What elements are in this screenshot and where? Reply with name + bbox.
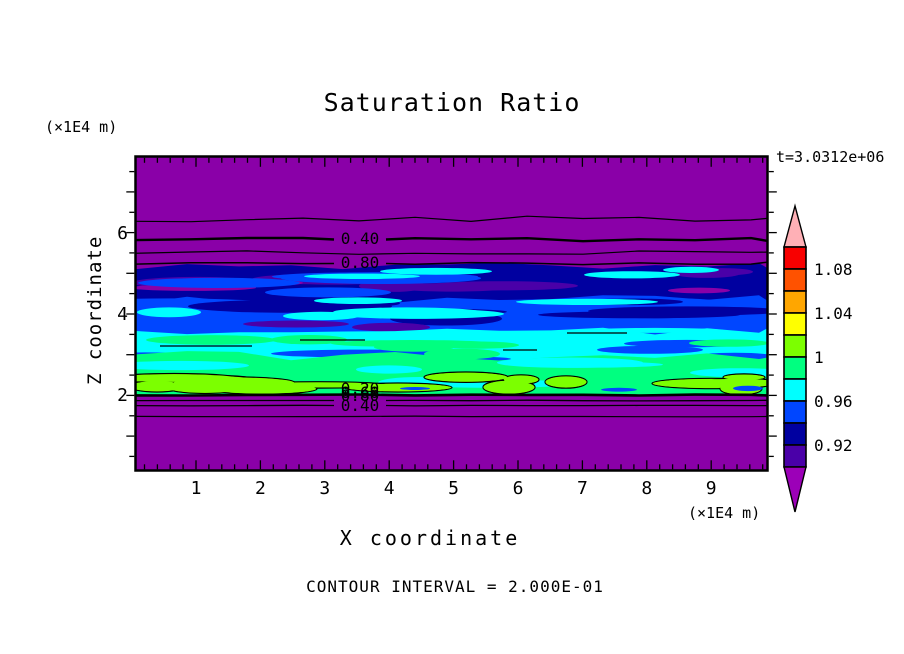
colorbar-tick-label: 0.96: [814, 392, 853, 411]
x-axis-title: X coordinate: [339, 526, 521, 550]
contour-line-label: 0.80: [340, 253, 380, 272]
contour-line-label: 0.80: [340, 386, 380, 405]
contour-interval-note: CONTOUR INTERVAL = 2.000E-01: [306, 577, 604, 596]
time-annotation: t=3.0312e+06: [776, 148, 885, 166]
contour-line-label: 0.40: [340, 396, 380, 415]
x-tick-label: 3: [319, 478, 331, 499]
contour-line-label: 0.60: [340, 383, 380, 402]
colorbar: [783, 203, 807, 513]
x-axis-unit-label: (×1E4 m): [688, 504, 761, 522]
x-tick-label: 8: [641, 478, 653, 499]
x-tick-label: 7: [576, 478, 588, 499]
contour-line-label: 0.40: [340, 229, 380, 248]
y-tick-label: 4: [117, 304, 128, 325]
x-tick-label: 6: [512, 478, 524, 499]
x-tick-label: 1: [190, 478, 202, 499]
y-tick-label: 6: [117, 222, 128, 244]
x-tick-label: 9: [705, 478, 717, 499]
y-tick-label: 2: [117, 385, 128, 407]
colorbar-tick-label: 1.04: [814, 304, 853, 323]
x-tick-label: 5: [448, 478, 460, 499]
colorbar-tick-label: 1.08: [814, 260, 853, 279]
colorbar-tick-label: 1: [814, 348, 824, 367]
chart-title: Saturation Ratio: [323, 88, 581, 117]
contour-line-label: 0.20: [340, 379, 380, 398]
colorbar-tick-label: 0.92: [814, 436, 853, 455]
x-tick-label: 4: [383, 478, 395, 499]
x-tick-label: 2: [254, 478, 266, 499]
y-axis-unit-label: (×1E4 m): [45, 118, 118, 136]
